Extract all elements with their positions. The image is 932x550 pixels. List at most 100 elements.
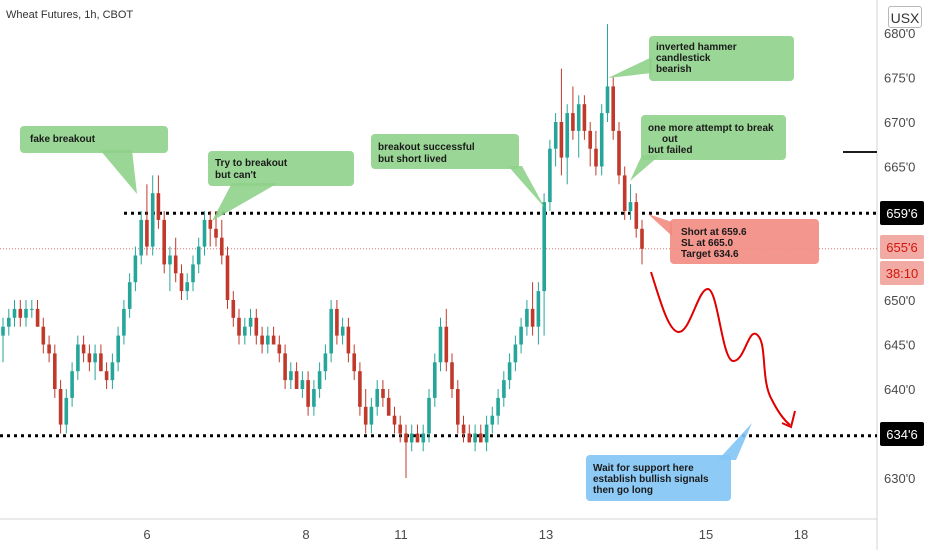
- annotation-try-breakout[interactable]: Try to breakout but can't: [208, 151, 354, 221]
- candle-up: [168, 255, 172, 265]
- candle-up: [70, 371, 74, 398]
- callout-pointer: [648, 214, 672, 236]
- currency-button[interactable]: USX: [888, 6, 922, 28]
- candle-down: [99, 353, 103, 372]
- candle-up: [513, 344, 518, 363]
- candle-up: [110, 362, 115, 381]
- candle-down: [214, 228, 218, 238]
- candle-down: [634, 202, 639, 229]
- candle-down: [156, 193, 161, 220]
- candle-down: [594, 148, 598, 167]
- candle-up: [519, 326, 523, 345]
- candle-down: [467, 433, 472, 443]
- candle-down: [145, 219, 149, 247]
- price-axis[interactable]: 630'0 640'0 645'0 650'0 665'0 670'0 675'0 680'0: [884, 26, 915, 486]
- candle-down: [283, 353, 287, 381]
- candle-up: [536, 291, 541, 327]
- projection-arrowhead: [781, 410, 796, 429]
- candle-up: [484, 424, 489, 443]
- y-tick-label: 670'0: [884, 115, 915, 130]
- callout-line: Target 634.6: [681, 249, 739, 260]
- y-tick-label: 630'0: [884, 471, 915, 486]
- candle-up: [317, 371, 322, 389]
- price-badge-countdown: 38:10: [880, 261, 924, 285]
- candle-down: [306, 380, 310, 407]
- candle-up: [409, 433, 414, 443]
- time-axis[interactable]: 6 8 11 13 15 18: [143, 527, 808, 542]
- x-tick-label: 18: [794, 527, 808, 542]
- callout-line: out: [662, 134, 678, 145]
- annotation-fake-breakout[interactable]: fake breakout: [20, 126, 168, 194]
- callout-line: bearish: [656, 64, 692, 75]
- x-tick-label: 11: [394, 527, 408, 542]
- candle-up: [248, 317, 253, 327]
- candle-up: [369, 406, 374, 425]
- candle-down: [559, 122, 564, 158]
- candle-up: [116, 335, 120, 363]
- callout-line: inverted hammer: [656, 42, 737, 53]
- y-tick-label: 665'0: [884, 160, 915, 175]
- callout-line: Try to breakout: [215, 158, 288, 169]
- candle-up: [139, 219, 143, 256]
- callout-line: but failed: [648, 145, 692, 156]
- badge-bg: [880, 201, 924, 225]
- candle-up: [496, 397, 500, 416]
- annotation-wait-support[interactable]: Wait for support here establish bullish …: [586, 423, 752, 501]
- candle-down: [208, 219, 213, 229]
- candle-up: [64, 397, 69, 425]
- candle-up: [300, 380, 305, 389]
- candle-up: [553, 122, 558, 149]
- badge-text: 634'6: [886, 427, 917, 442]
- x-tick-label: 6: [143, 527, 150, 542]
- candle-up: [438, 326, 443, 363]
- candle-down: [271, 335, 276, 345]
- candle-down: [381, 389, 385, 398]
- candle-down: [611, 86, 615, 131]
- candle-up: [312, 389, 316, 407]
- candle-down: [104, 371, 109, 381]
- x-tick-label: 8: [302, 527, 309, 542]
- candle-down: [456, 389, 460, 425]
- candle-up: [24, 308, 28, 318]
- callout-pointer: [212, 183, 278, 221]
- candle-up: [329, 308, 333, 354]
- annotation-one-more-attempt[interactable]: one more attempt to break out but failed: [630, 115, 786, 181]
- annotation-inverted-hammer[interactable]: inverted hammer candlestick bearish: [608, 36, 794, 81]
- callout-box: [20, 126, 168, 153]
- candle-up: [507, 362, 512, 381]
- badge-text: 38:10: [886, 266, 919, 281]
- callout-line: breakout successful: [378, 142, 475, 153]
- candle-down: [173, 255, 178, 274]
- candle-up: [191, 264, 195, 283]
- candle-down: [220, 237, 224, 256]
- callout-pointer: [100, 150, 137, 194]
- badge-text: 659'6: [886, 206, 917, 221]
- callout-box: [641, 115, 786, 160]
- candle-down: [386, 397, 391, 416]
- candle-up: [12, 308, 17, 318]
- candle-down: [35, 308, 40, 327]
- candle-up: [93, 353, 97, 363]
- candle-up: [628, 202, 633, 211]
- candle-up: [196, 246, 201, 265]
- candle-up: [605, 86, 610, 114]
- candle-up: [599, 113, 604, 167]
- badge-bg: [880, 261, 924, 285]
- callout-box: [208, 151, 354, 186]
- candle-up: [502, 380, 506, 398]
- annotation-short-setup[interactable]: Short at 659.6 SL at 665.0 Target 634.6: [648, 214, 819, 264]
- candle-up: [202, 219, 207, 247]
- candle-down: [582, 104, 587, 131]
- candle-down: [277, 344, 282, 354]
- candle-down: [231, 300, 236, 318]
- candle-down: [363, 406, 368, 425]
- badge-bg: [880, 235, 924, 259]
- callout-pointer: [508, 166, 545, 208]
- candle-down: [571, 113, 575, 131]
- annotation-breakout-successful[interactable]: breakout successful but short lived: [371, 134, 545, 208]
- x-tick-label: 13: [539, 527, 553, 542]
- candle-up: [490, 415, 495, 425]
- candle-down: [53, 353, 57, 389]
- candle-up: [266, 335, 270, 345]
